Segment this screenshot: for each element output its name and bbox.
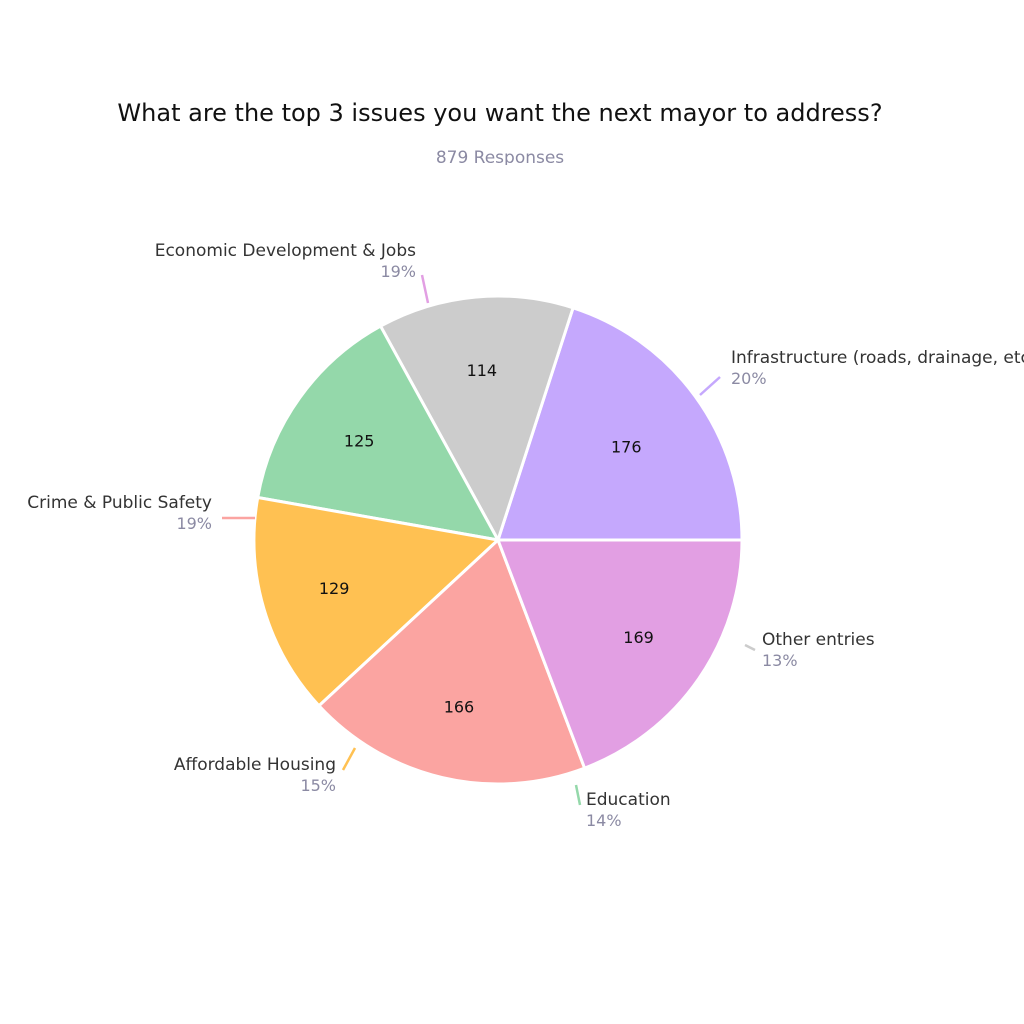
slice-label-education: Education <box>586 790 671 810</box>
slice-percent-crime-public: 19% <box>176 514 212 533</box>
slice-value-infrastructure-roads: 176 <box>611 438 642 457</box>
slice-value-crime-public: 166 <box>444 697 475 716</box>
slice-label-affordable-housing: Affordable Housing <box>174 755 336 775</box>
pie-slice-economic-development[interactable] <box>495 538 744 771</box>
slice-label-economic-development: Economic Development & Jobs <box>155 241 416 261</box>
pie-slice-infrastructure-roads[interactable] <box>495 305 744 542</box>
pie-slice-crime-public[interactable] <box>316 537 587 786</box>
slice-value-economic-development: 169 <box>623 628 654 647</box>
slice-value-affordable-housing: 129 <box>319 579 350 598</box>
leader-line-economic-development <box>420 274 430 304</box>
pie-slice-education[interactable] <box>255 324 501 543</box>
slice-percent-affordable-housing: 15% <box>300 776 336 795</box>
slice-label-crime-public: Crime & Public Safety <box>27 493 212 513</box>
pie-slice-other-entries[interactable] <box>378 294 575 544</box>
pie-slice-affordable-housing[interactable] <box>252 495 502 708</box>
slice-percent-education: 14% <box>586 811 622 830</box>
slice-value-other-entries: 114 <box>467 361 498 380</box>
slice-value-education: 125 <box>344 431 375 450</box>
chart-subtitle: 879 Responses <box>435 148 565 165</box>
slice-percent-economic-development: 19% <box>380 262 416 281</box>
slice-label-other-entries: Other entries <box>762 630 875 650</box>
leader-line-education <box>574 784 582 806</box>
slice-percent-infrastructure-roads: 20% <box>731 369 767 388</box>
leader-line-infrastructure-roads <box>699 376 721 396</box>
leader-line-affordable-housing <box>341 747 357 771</box>
leader-line-other-entries <box>744 643 756 652</box>
slice-percent-other-entries: 13% <box>762 651 798 670</box>
chart-title: What are the top 3 issues you want the n… <box>117 99 883 127</box>
slice-label-infrastructure-roads: Infrastructure (roads, drainage, etc.) <box>731 348 1024 368</box>
